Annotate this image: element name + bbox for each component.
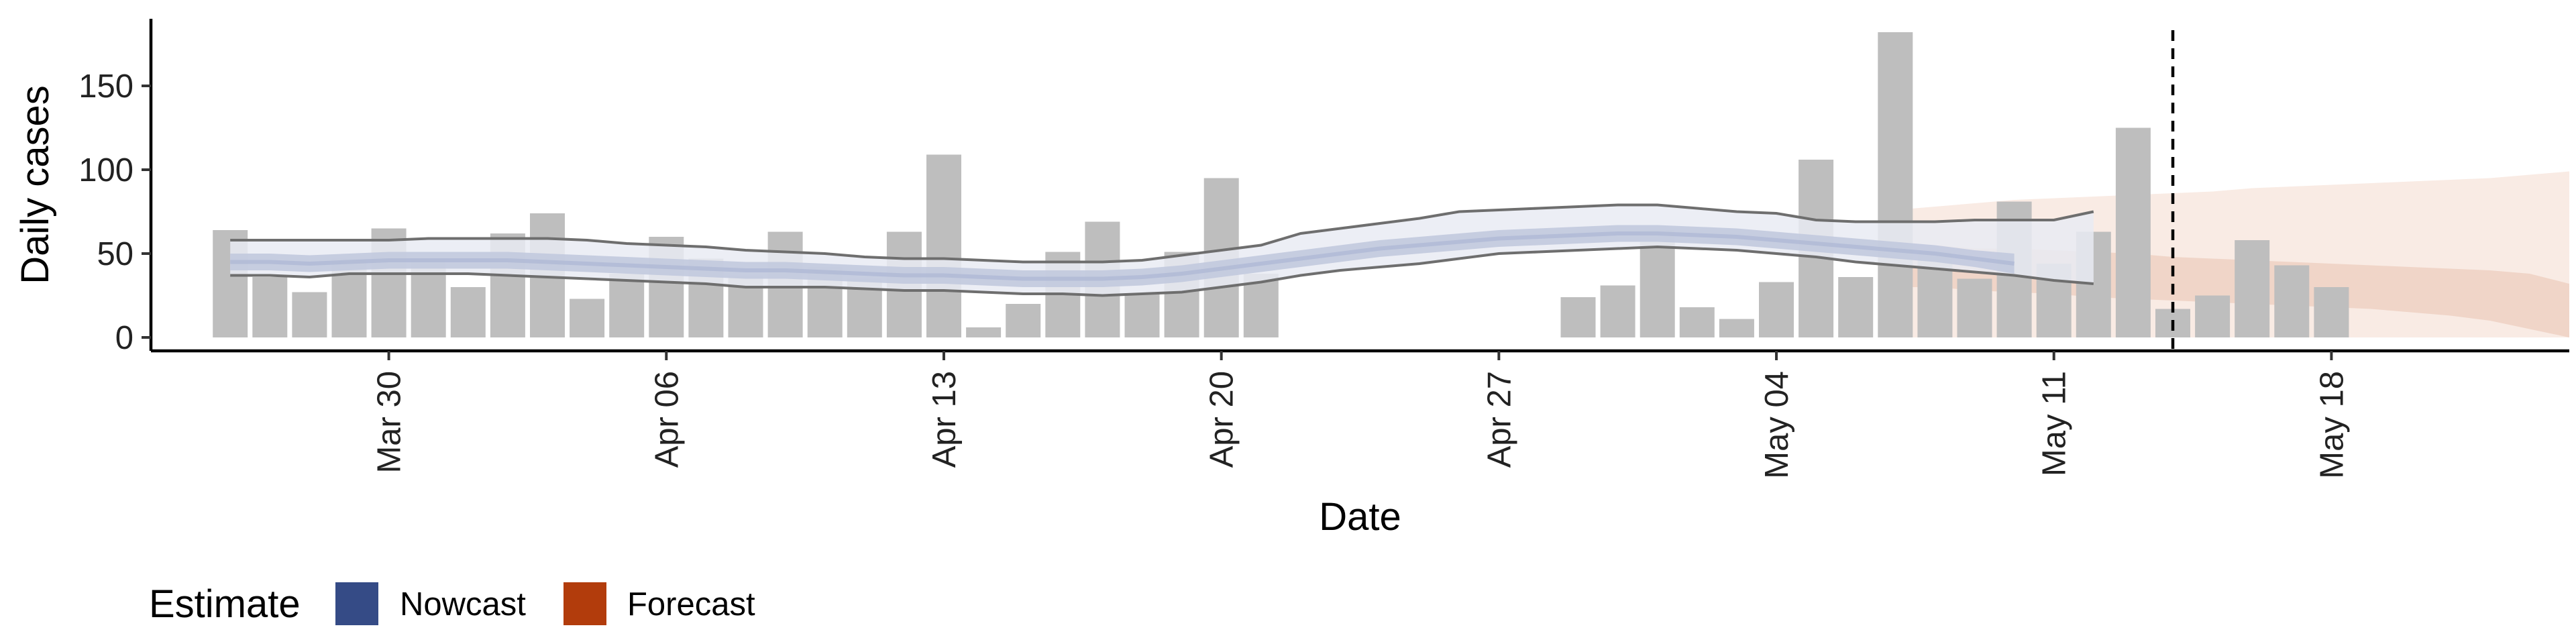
nowcast-bands: [230, 205, 2094, 296]
bar: [1600, 285, 1635, 337]
bar: [1006, 304, 1041, 337]
nowcast-median-line: [230, 231, 2015, 281]
bar: [2314, 287, 2349, 337]
y-axis-title: Daily cases: [13, 85, 57, 284]
bar: [1957, 278, 1992, 337]
x-tick-label: Mar 30: [372, 371, 408, 474]
x-tick-label: Apr 27: [1481, 371, 1517, 468]
x-tick-label: Apr 13: [926, 371, 963, 468]
legend-swatch-nowcast: [335, 582, 378, 625]
bar: [2115, 127, 2151, 337]
bar: [2235, 240, 2270, 337]
legend-title: Estimate: [149, 582, 301, 626]
bar: [292, 292, 327, 337]
bar: [609, 274, 645, 337]
x-tick-label: May 18: [2314, 371, 2350, 479]
bars: [213, 32, 2349, 337]
bar: [2274, 265, 2310, 337]
bar: [1878, 32, 1913, 337]
nowcast-upper-line: [230, 203, 2094, 264]
x-tick-label: May 11: [2037, 371, 2073, 476]
bar: [2195, 295, 2231, 337]
legend: Estimate Nowcast Forecast: [149, 582, 755, 626]
y-ticks: 0 50 100 150: [78, 68, 151, 356]
bar: [252, 277, 288, 337]
legend-label-forecast: Forecast: [627, 586, 755, 623]
bar: [966, 327, 1002, 337]
bar: [1124, 294, 1160, 337]
interval-lines: [230, 203, 2094, 297]
bar: [1759, 282, 1794, 337]
x-tick-label: May 04: [1759, 371, 1795, 479]
bar: [1838, 277, 1874, 337]
bar: [1719, 319, 1754, 337]
bar: [1560, 297, 1596, 337]
x-tick-label: Apr 06: [649, 371, 685, 468]
nowcast-lower-line: [230, 245, 2094, 297]
axes: [149, 19, 2569, 353]
bar: [570, 299, 605, 337]
bar: [450, 287, 486, 337]
legend-swatch-forecast: [564, 582, 606, 625]
y-tick-label: 50: [97, 236, 133, 272]
x-ticks: Mar 30 Apr 06 Apr 13 Apr 20 Apr 27 May 04 May …: [372, 351, 2350, 479]
y-tick-label: 0: [115, 320, 133, 356]
x-axis-title: Date: [1319, 495, 1401, 539]
x-tick-label: Apr 20: [1204, 371, 1240, 468]
legend-label-nowcast: Nowcast: [400, 586, 526, 623]
y-tick-label: 150: [78, 68, 133, 105]
bar: [1679, 307, 1715, 337]
bar: [926, 154, 961, 337]
nowcast-inner-band: [230, 225, 2015, 287]
y-tick-label: 100: [78, 152, 133, 189]
